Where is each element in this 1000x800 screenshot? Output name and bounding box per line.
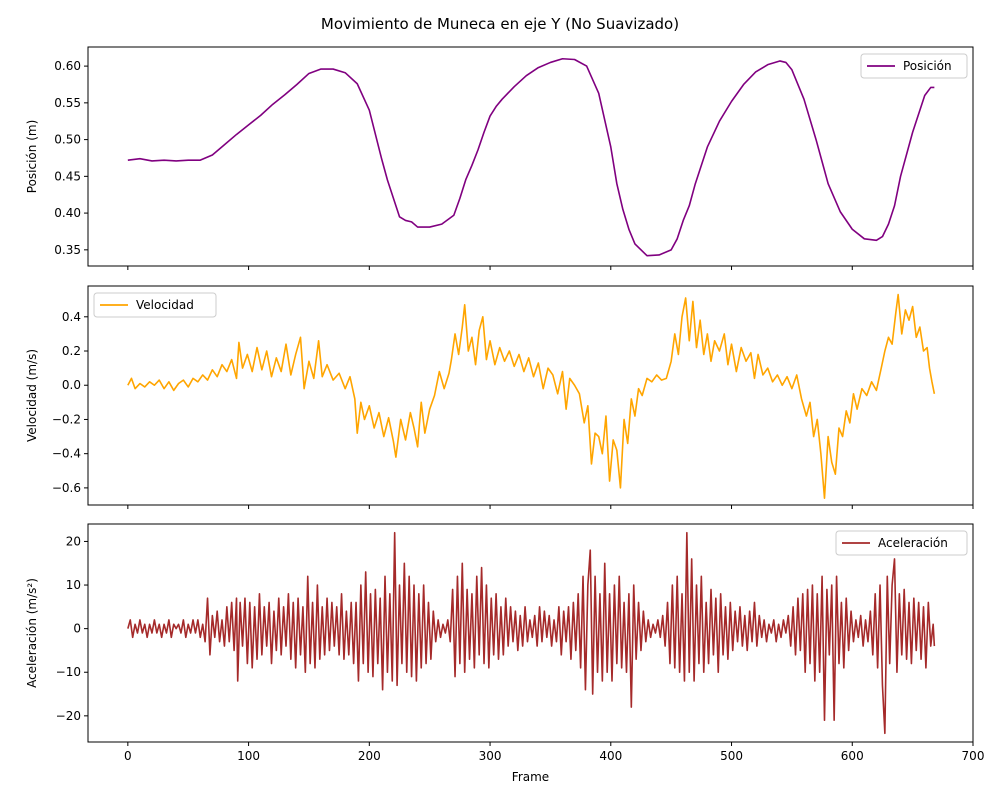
y-tick-label-posicion: 0.55 <box>54 96 81 110</box>
figure-title: Movimiento de Muneca en eje Y (No Suaviz… <box>321 15 679 33</box>
y-tick-label-velocidad: 0.4 <box>62 310 81 324</box>
y-tick-label-posicion: 0.60 <box>54 59 81 73</box>
legend-posicion: Posición <box>860 53 968 79</box>
y-tick-label-aceleracion: 10 <box>66 578 81 592</box>
series-line-aceleracion <box>127 531 936 735</box>
x-tick-label: 0 <box>124 749 132 763</box>
y-axis-label-velocidad: Velocidad (m/s) <box>25 349 39 442</box>
legend-box <box>860 53 968 79</box>
legend-velocidad: Velocidad <box>93 292 217 318</box>
legend-label: Posición <box>903 59 952 73</box>
plot-frame-velocidad <box>87 285 974 506</box>
y-tick-label-velocidad: 0.2 <box>62 344 81 358</box>
x-axis-label: Frame <box>512 770 549 784</box>
y-axis-label-aceleracion: Aceleración (m/s²) <box>25 578 39 688</box>
y-tick-label-velocidad: 0.0 <box>62 378 81 392</box>
y-tick-label-posicion: 0.50 <box>54 133 81 147</box>
y-tick-label-velocidad: −0.4 <box>52 447 81 461</box>
legend-box <box>93 292 217 318</box>
x-tick-label: 200 <box>358 749 381 763</box>
y-tick-label-posicion: 0.45 <box>54 169 81 183</box>
panel-aceleracion: 0 100 200 300 400 500 600 700 −20 −10 0 10 20 Acelera… <box>25 523 985 784</box>
y-tick-label-aceleracion: −10 <box>56 665 81 679</box>
panel-velocidad: −0.6 −0.4 −0.2 0.0 0.2 0.4 Velocidad (m/s) Velo… <box>25 285 974 509</box>
y-tick-label-aceleracion: 0 <box>73 622 81 636</box>
y-axis-label-posicion: Posición (m) <box>25 120 39 193</box>
plot-frame-posicion <box>87 46 974 267</box>
series-line-posicion <box>127 57 935 257</box>
x-tick-label: 700 <box>962 749 985 763</box>
panel-posicion: 0.35 0.40 0.45 0.50 0.55 0.60 Posición (m) Posi… <box>25 46 974 270</box>
x-tick-label: 400 <box>599 749 622 763</box>
x-tick-label: 600 <box>841 749 864 763</box>
x-tick-label: 500 <box>720 749 743 763</box>
y-tick-label-posicion: 0.35 <box>54 243 81 257</box>
series-line-velocidad <box>127 293 936 499</box>
y-tick-label-velocidad: −0.2 <box>52 412 81 426</box>
legend-label: Velocidad <box>136 298 194 312</box>
legend-box <box>835 530 968 556</box>
y-tick-label-aceleracion: −20 <box>56 709 81 723</box>
x-tick-label: 300 <box>479 749 502 763</box>
y-tick-label-posicion: 0.40 <box>54 206 81 220</box>
y-tick-label-velocidad: −0.6 <box>52 481 81 495</box>
x-tick-label: 100 <box>237 749 260 763</box>
legend-label: Aceleración <box>878 536 948 550</box>
y-tick-label-aceleracion: 20 <box>66 534 81 548</box>
legend-aceleracion: Aceleración <box>835 530 968 556</box>
plot-frame-aceleracion <box>87 523 974 743</box>
